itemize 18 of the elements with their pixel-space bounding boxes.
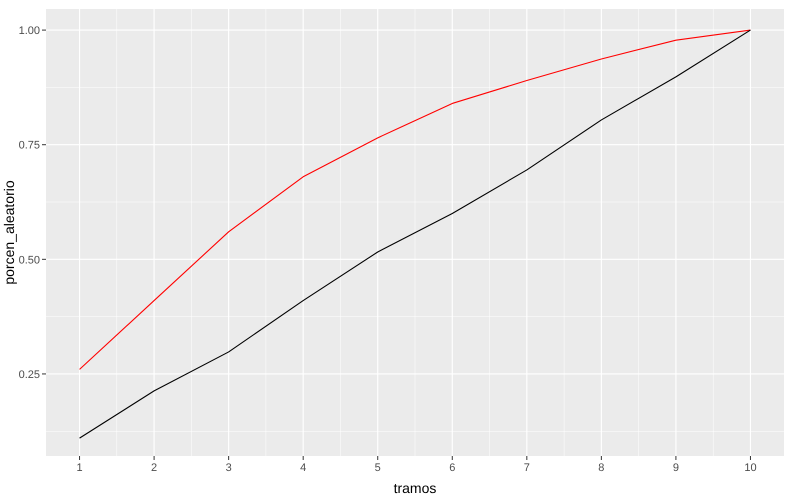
x-axis-title: tramos [394,480,436,496]
y-tick-label: 1.00 [18,25,40,38]
x-tick-label: 6 [449,462,456,474]
x-tick-label: 7 [524,462,530,474]
x-tick-label: 1 [76,462,83,474]
x-tick-label: 3 [226,462,232,474]
x-tick-label: 2 [151,462,158,474]
x-tick-label: 8 [598,462,604,474]
x-tick-label: 4 [300,462,306,474]
x-tick-label: 9 [672,462,679,474]
line-series [78,30,752,370]
x-tick-label: 10 [744,462,757,474]
x-tick-label: 5 [374,462,381,474]
y-tick-label: 0.25 [18,368,40,381]
y-axis-title: porcen_aleatorio [1,180,17,285]
line-series [78,30,752,439]
y-tick-label: 0.75 [18,140,40,152]
y-tick-label: 0.50 [18,254,40,266]
